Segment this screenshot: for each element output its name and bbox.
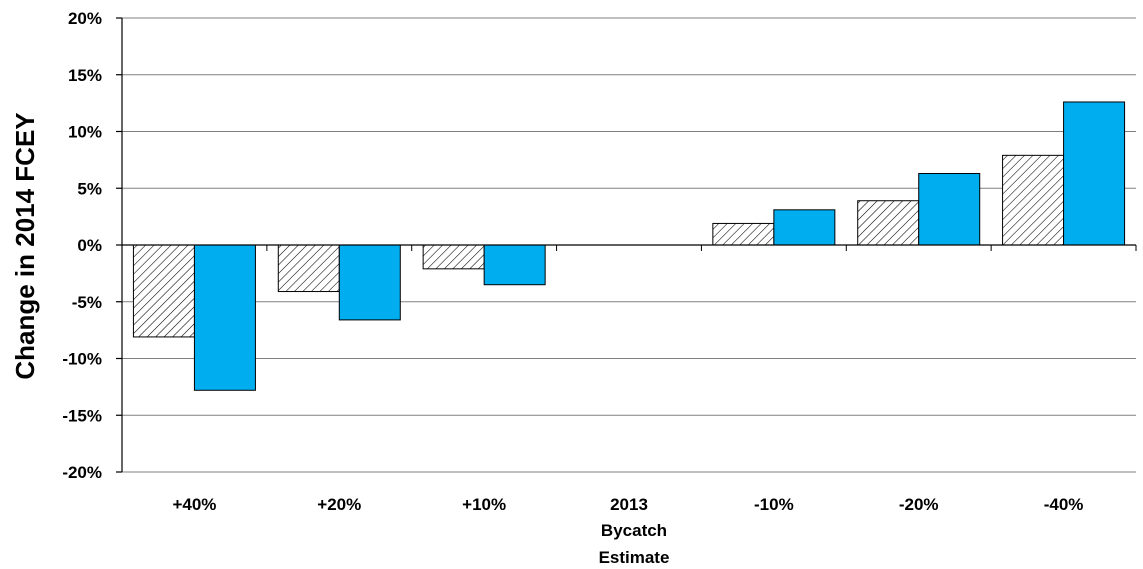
bar-series-2 xyxy=(918,172,981,246)
bar-series-1 xyxy=(277,244,340,293)
axes xyxy=(121,18,1137,472)
x-tick-label: +20% xyxy=(317,495,361,514)
y-tick-label: 5% xyxy=(77,179,102,198)
y-tick-labels: -20% -15% -10% -5% 0% 5% 10% 15% 20% xyxy=(62,9,122,482)
x-axis-label-line-1: Bycatch xyxy=(601,521,667,540)
y-tick-label: 0% xyxy=(77,236,102,255)
y-tick-label: 10% xyxy=(68,123,102,142)
bar-series-2 xyxy=(338,244,401,321)
y-axis-label: Change in 2014 FCEY xyxy=(10,112,40,379)
bar-series-1 xyxy=(1002,154,1065,246)
bars xyxy=(132,101,1126,391)
x-tick-label: -20% xyxy=(899,495,939,514)
y-tick-label: 20% xyxy=(68,9,102,28)
bar-series-2 xyxy=(483,244,546,286)
x-tick-label: +40% xyxy=(172,495,216,514)
x-tick-label: 2013 xyxy=(610,495,648,514)
x-tick-labels: +40% +20% +10% 2013 -10% -20% -40% xyxy=(172,495,1083,514)
bar-series-1 xyxy=(132,244,195,338)
y-tick-label: -15% xyxy=(62,406,102,425)
y-tick-label: 15% xyxy=(68,66,102,85)
x-axis-label-line-2: Estimate xyxy=(599,548,670,567)
y-tick-label: -5% xyxy=(72,293,102,312)
bar-series-1 xyxy=(422,244,485,270)
x-tick-label: +10% xyxy=(462,495,506,514)
y-tick-label: -10% xyxy=(62,350,102,369)
bar-series-1 xyxy=(857,200,920,246)
y-tick-label: -20% xyxy=(62,463,102,482)
bar-series-2 xyxy=(1063,101,1126,246)
bar-series-1 xyxy=(712,222,775,246)
bar-series-2 xyxy=(193,244,256,391)
grid-lines xyxy=(122,17,1136,473)
bar-series-2 xyxy=(773,209,836,246)
x-tick-label: -40% xyxy=(1044,495,1084,514)
x-tick-label: -10% xyxy=(754,495,794,514)
